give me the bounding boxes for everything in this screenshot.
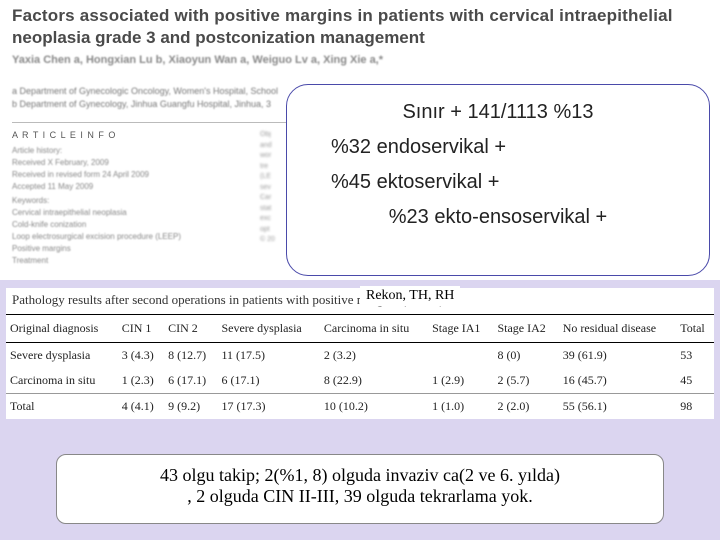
table-col-header: CIN 2 [164, 315, 217, 343]
callout-row-1: Sınır + 141/1113 %13 [301, 101, 695, 124]
table-cell: Carcinoma in situ [6, 368, 118, 394]
pathology-table-wrap: Pathology results after second operation… [6, 288, 714, 419]
affiliations: a Department of Gynecologic Oncology, Wo… [12, 85, 278, 110]
table-cell: Severe dysplasia [6, 343, 118, 369]
table-cell [428, 343, 493, 369]
table-cell: 2 (2.0) [493, 394, 558, 420]
table-cell: 17 (17.3) [217, 394, 319, 420]
table-cell: 98 [676, 394, 714, 420]
callout-row-4: %23 ekto-ensoservikal + [301, 206, 695, 229]
table-cell: 45 [676, 368, 714, 394]
table-row: Carcinoma in situ1 (2.3)6 (17.1)6 (17.1)… [6, 368, 714, 394]
table-cell: 8 (0) [493, 343, 558, 369]
table-cell: 1 (2.9) [428, 368, 493, 394]
table-cell: 9 (9.2) [164, 394, 217, 420]
table-cell: 1 (1.0) [428, 394, 493, 420]
table-col-header: Original diagnosis [6, 315, 118, 343]
table-col-header: Total [676, 315, 714, 343]
callout-row-3: %45 ektoservikal + [301, 171, 695, 194]
table-cell: 8 (22.9) [320, 368, 428, 394]
title-line-2: neoplasia grade 3 and postconization man… [12, 28, 708, 48]
table-cell: 10 (10.2) [320, 394, 428, 420]
table-cell: 6 (17.1) [164, 368, 217, 394]
table-cell: 39 (61.9) [559, 343, 677, 369]
callout-row-2: %32 endoservikal + [301, 136, 695, 159]
table-cell: 55 (56.1) [559, 394, 677, 420]
table-cell: 16 (45.7) [559, 368, 677, 394]
table-row: Severe dysplasia3 (4.3)8 (12.7)11 (17.5)… [6, 343, 714, 369]
table-cell: 2 (3.2) [320, 343, 428, 369]
table-cell: 4 (4.1) [118, 394, 164, 420]
table-col-header: CIN 1 [118, 315, 164, 343]
article-history: Article history: Received X February, 20… [12, 145, 149, 193]
table-cell: 8 (12.7) [164, 343, 217, 369]
pathology-table: Original diagnosisCIN 1CIN 2Severe dyspl… [6, 314, 714, 419]
article-info-hd: A R T I C L E I N F O [12, 130, 116, 140]
table-col-header: Severe dysplasia [217, 315, 319, 343]
table-col-header: Stage IA2 [493, 315, 558, 343]
authors-line: Yaxia Chen a, Hongxian Lu b, Xiaoyun Wan… [12, 54, 708, 66]
rekon-label: Rekon, TH, RH [360, 286, 460, 306]
table-cell: 53 [676, 343, 714, 369]
table-col-header: Stage IA1 [428, 315, 493, 343]
stats-callout: Sınır + 141/1113 %13 %32 endoservikal + … [286, 84, 710, 276]
keywords-block: Keywords: Cervical intraepithelial neopl… [12, 195, 181, 267]
affil-a: a Department of Gynecologic Oncology, Wo… [12, 85, 278, 98]
paper-title: Factors associated with positive margins… [12, 6, 708, 66]
table-row: Total4 (4.1)9 (9.2)17 (17.3)10 (10.2)1 (… [6, 394, 714, 420]
table-cell: 6 (17.1) [217, 368, 319, 394]
caption-line-2: , 2 olguda CIN II-III, 39 olguda tekrarl… [71, 486, 649, 507]
bottom-caption: 43 olgu takip; 2(%1, 8) olguda invaziv c… [56, 454, 664, 524]
caption-line-1: 43 olgu takip; 2(%1, 8) olguda invaziv c… [71, 465, 649, 486]
table-cell: 11 (17.5) [217, 343, 319, 369]
table-cell: Total [6, 394, 118, 420]
title-line-1: Factors associated with positive margins… [12, 6, 708, 26]
table-col-header: Carcinoma in situ [320, 315, 428, 343]
table-cell: 1 (2.3) [118, 368, 164, 394]
table-cell: 2 (5.7) [493, 368, 558, 394]
affil-b: b Department of Gynecology, Jinhua Guang… [12, 98, 278, 111]
table-cell: 3 (4.3) [118, 343, 164, 369]
table-col-header: No residual disease [559, 315, 677, 343]
